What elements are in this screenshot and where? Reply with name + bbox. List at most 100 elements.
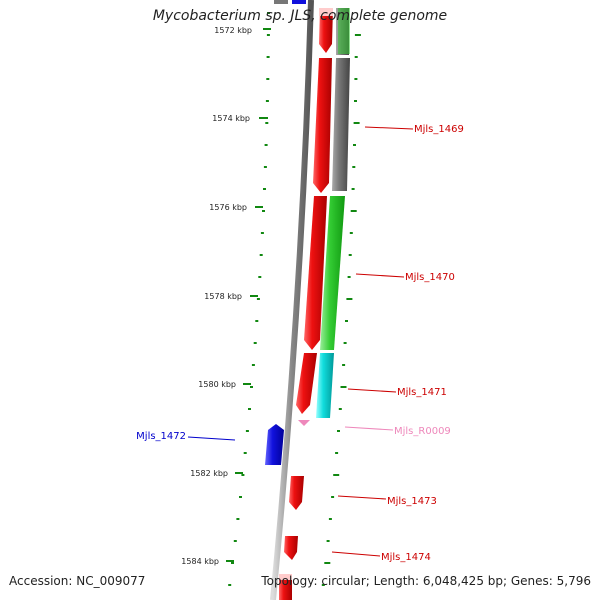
gene-feature-mjls-1470[interactable] <box>304 196 327 350</box>
ruler-tick-label: 1574 kbp <box>212 114 250 123</box>
gene-label-mjls-1474[interactable]: Mjls_1474 <box>381 552 431 563</box>
gene-feature-top-blue <box>292 0 306 4</box>
ruler-dot <box>267 12 270 14</box>
inner-tick <box>333 474 340 476</box>
inner-tick <box>324 562 331 564</box>
ruler-dot <box>266 56 270 58</box>
ruler-dot <box>266 34 270 36</box>
inner-tick <box>338 408 342 410</box>
ruler-dot <box>236 518 240 520</box>
inner-tick <box>326 540 330 542</box>
ruler-dot <box>258 276 262 278</box>
accession-text: Accession: NC_009077 <box>9 574 146 588</box>
inner-tick <box>351 188 355 190</box>
inner-tick <box>348 254 352 256</box>
ruler-dot <box>263 166 267 168</box>
ruler-dot <box>251 364 255 366</box>
gene-feature-bottom-pink <box>279 574 292 580</box>
inner-tick <box>331 496 335 498</box>
ruler-dot <box>259 254 263 256</box>
ruler-dot <box>265 100 269 102</box>
gene-feature-lightgreen-top <box>338 8 350 54</box>
label-leader <box>337 495 387 500</box>
ruler-dot <box>239 496 242 498</box>
inner-tick <box>346 298 353 300</box>
map-title: Mycobacterium sp. JLS, complete genome <box>152 8 448 24</box>
ruler-dot <box>264 144 268 146</box>
gene-feature-red-top[interactable] <box>319 8 333 53</box>
inner-tick <box>337 430 340 432</box>
gene-label-mjls-1470[interactable]: Mjls_1470 <box>405 272 455 283</box>
ruler-tick: 1576 kbp <box>209 203 263 212</box>
gene-feature-mjls-1472[interactable] <box>265 424 284 465</box>
ruler-dot <box>250 386 253 388</box>
ruler-dot <box>255 320 259 322</box>
ruler-tick: 1582 kbp <box>190 469 243 478</box>
ruler-dot <box>263 188 266 190</box>
ruler-tick: 1584 kbp <box>181 557 234 566</box>
ruler-dot <box>241 474 245 476</box>
inner-tick <box>343 342 347 344</box>
ruler-dot <box>231 562 234 564</box>
gene-label-mjls-1471[interactable]: Mjls_1471 <box>397 387 447 398</box>
ruler-tick: 1580 kbp <box>198 380 251 389</box>
ruler-tick: 1578 kbp <box>204 292 258 301</box>
ruler-dots <box>228 12 270 586</box>
ruler-tick: 1572 kbp <box>214 26 271 35</box>
label-leader <box>364 126 414 130</box>
label-leader <box>187 436 236 441</box>
ruler-tick-label: 1584 kbp <box>181 557 219 566</box>
ruler-dot <box>256 298 260 300</box>
rna-feature-mjls-r0009[interactable] <box>298 420 310 426</box>
inner-tick <box>353 144 356 146</box>
ruler-dot <box>253 342 257 344</box>
gene-label-mjls-1473[interactable]: Mjls_1473 <box>387 496 437 507</box>
label-leader <box>347 388 397 393</box>
ruler-dot <box>245 430 249 432</box>
ruler-dot <box>243 452 247 454</box>
inner-tick <box>349 232 353 234</box>
ruler-dot <box>266 78 270 80</box>
inner-tick <box>328 518 332 520</box>
inner-tick <box>350 210 357 212</box>
ruler-dot <box>233 540 237 542</box>
gene-feature-pink-top <box>319 8 333 16</box>
ruler-tick-label: 1576 kbp <box>209 203 247 212</box>
gene-feature-mjls-1469[interactable] <box>313 58 332 193</box>
label-leader <box>331 551 381 557</box>
inner-tick <box>352 166 356 168</box>
gene-label-mjls-r0009[interactable]: Mjls_R0009 <box>394 426 451 437</box>
ruler-dot <box>260 232 264 234</box>
genome-backbone <box>270 0 314 601</box>
inner-tick <box>354 56 358 58</box>
inner-tick <box>342 364 346 366</box>
ruler-dot <box>228 584 232 586</box>
inner-tick <box>347 276 351 278</box>
inner-tick <box>353 122 360 124</box>
inner-tick <box>354 100 357 102</box>
inner-tick <box>321 584 325 586</box>
gene-feature-mjls-1471[interactable] <box>296 353 317 414</box>
inner-tick <box>345 320 348 322</box>
gene-label-mjls-1472[interactable]: Mjls_1472 <box>136 431 186 442</box>
ruler-dot <box>265 122 269 124</box>
gene-feature-mjls-1469-track2[interactable] <box>332 58 350 191</box>
inner-tick <box>335 452 339 454</box>
gene-feature-mjls-1474[interactable] <box>284 536 298 560</box>
gene-feature-mjls-1473[interactable] <box>289 476 304 510</box>
genome-summary-text: Topology: circular; Length: 6,048,425 bp… <box>261 574 591 588</box>
ruler-tick-label: 1582 kbp <box>190 469 228 478</box>
ruler-tick-label: 1580 kbp <box>198 380 236 389</box>
ruler-tick-label: 1578 kbp <box>204 292 242 301</box>
gene-feature-mjls-1471-cyan[interactable] <box>316 353 334 418</box>
ruler-dot <box>262 210 265 212</box>
ruler-tick: 1574 kbp <box>212 114 268 123</box>
ruler-dot <box>248 408 251 410</box>
gene-label-mjls-1469[interactable]: Mjls_1469 <box>414 124 464 135</box>
gene-feature-bottom[interactable] <box>279 574 292 600</box>
gene-feature-mjls-1470-green[interactable] <box>320 196 345 350</box>
inner-tick <box>354 78 358 80</box>
gene-feature-top-gray <box>274 0 288 4</box>
